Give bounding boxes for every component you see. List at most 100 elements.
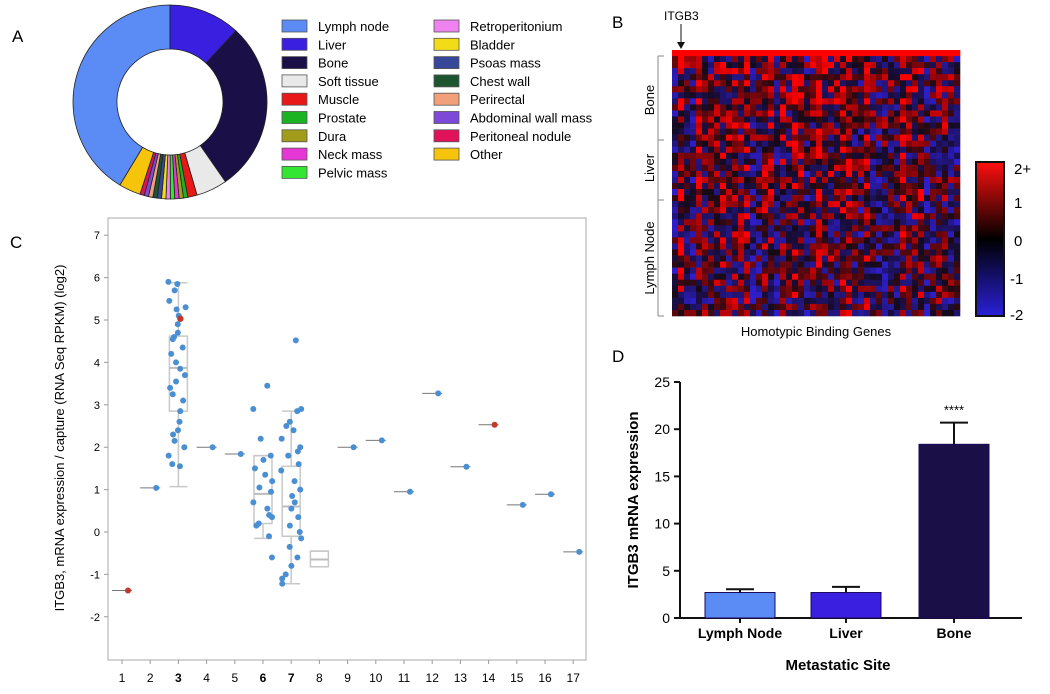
heatmap-cell xyxy=(702,170,709,178)
heatmap-cell xyxy=(822,92,829,99)
heatmap-cell xyxy=(822,116,829,123)
data-point xyxy=(407,488,413,495)
heatmap-cell xyxy=(930,176,937,184)
heatmap-cell xyxy=(840,183,847,190)
heatmap-cell xyxy=(702,158,709,166)
legend-swatch xyxy=(281,56,308,69)
y-tick-label: 15 xyxy=(654,468,670,484)
heatmap-cell xyxy=(864,273,871,281)
heatmap-cell xyxy=(708,86,715,93)
heatmap-cell xyxy=(948,261,955,268)
heatmap-cell xyxy=(786,146,793,154)
heatmap-cell xyxy=(942,80,949,87)
heatmap-cell xyxy=(864,237,871,244)
colorbar-tick-label: 2+ xyxy=(1014,161,1031,178)
heatmap-cell xyxy=(900,303,907,311)
heatmap-cell xyxy=(936,116,943,123)
x-tick-label: 1 xyxy=(119,671,126,685)
heatmap-cell xyxy=(900,128,907,135)
heatmap-cell xyxy=(720,207,727,214)
heatmap-cell xyxy=(690,291,697,299)
heatmap-cell xyxy=(930,122,937,129)
heatmap-cell xyxy=(912,98,919,105)
heatmap-cell xyxy=(726,62,733,69)
heatmap-cell xyxy=(876,140,883,148)
heatmap-cell xyxy=(930,110,937,117)
heatmap-cell xyxy=(816,225,823,232)
heatmap-cell xyxy=(672,291,679,299)
heatmap-cell xyxy=(840,309,847,317)
heatmap-cell xyxy=(816,80,823,87)
heatmap-cell xyxy=(738,267,745,274)
heatmap-cell xyxy=(786,122,793,129)
heatmap-cell xyxy=(906,68,913,75)
heatmap-cell xyxy=(948,80,955,87)
data-point xyxy=(174,329,181,336)
heatmap-cell xyxy=(768,303,775,311)
heatmap-cell xyxy=(768,134,775,141)
heatmap-cell xyxy=(846,68,853,75)
y-tick-label: 0 xyxy=(662,610,670,626)
heatmap-cell xyxy=(810,104,817,111)
heatmap-cell xyxy=(708,219,715,226)
data-point xyxy=(253,522,260,529)
heatmap-cell xyxy=(684,255,691,262)
heatmap-cell xyxy=(822,110,829,117)
heatmap-cell xyxy=(948,62,955,69)
heatmap-cell xyxy=(768,158,775,166)
heatmap-cell xyxy=(750,213,757,220)
heatmap-cell xyxy=(912,249,919,256)
heatmap-cell xyxy=(870,243,877,250)
heatmap-cell xyxy=(726,80,733,87)
heatmap-cell xyxy=(954,195,961,202)
heatmap-cell xyxy=(780,140,787,148)
heatmap-cell xyxy=(840,267,847,274)
heatmap-cell xyxy=(834,80,841,87)
heatmap-cell xyxy=(906,291,913,299)
heatmap-cell xyxy=(846,249,853,256)
heatmap-cell xyxy=(840,303,847,311)
heatmap-cell xyxy=(798,128,805,135)
heatmap-cell xyxy=(720,219,727,226)
heatmap-cell xyxy=(768,261,775,268)
heatmap-cell xyxy=(918,92,925,99)
heatmap-cell xyxy=(876,62,883,69)
heatmap-cell xyxy=(810,170,817,178)
heatmap-cell xyxy=(786,303,793,311)
heatmap-cell xyxy=(954,225,961,232)
heatmap-cell xyxy=(750,255,757,262)
heatmap-cell xyxy=(882,140,889,148)
heatmap-cell xyxy=(768,122,775,129)
y-tick-label: 1 xyxy=(94,485,100,497)
heatmap-cell xyxy=(876,146,883,154)
heatmap-cell xyxy=(882,170,889,178)
heatmap-cell xyxy=(882,128,889,135)
heatmap-cell xyxy=(924,86,931,93)
heatmap-cell xyxy=(786,309,793,317)
heatmap-cell xyxy=(738,303,745,311)
heatmap-cell xyxy=(852,291,859,299)
heatmap-cell xyxy=(702,86,709,93)
heatmap-cell xyxy=(924,213,931,220)
heatmap-cell xyxy=(954,243,961,250)
heatmap-cell xyxy=(726,176,733,184)
heatmap-cell xyxy=(930,128,937,135)
heatmap-cell xyxy=(756,261,763,268)
heatmap-cell xyxy=(822,207,829,214)
heatmap-cell xyxy=(948,213,955,220)
heatmap-cell xyxy=(744,273,751,281)
heatmap-cell xyxy=(786,201,793,208)
heatmap-cell xyxy=(930,249,937,256)
heatmap-cell xyxy=(864,213,871,220)
heatmap-cell xyxy=(894,213,901,220)
heatmap-cell xyxy=(750,291,757,299)
heatmap-cell xyxy=(936,98,943,105)
heatmap-cell xyxy=(936,261,943,268)
heatmap-cell xyxy=(702,140,709,148)
heatmap-cell xyxy=(780,176,787,184)
heatmap-cell xyxy=(912,146,919,154)
heatmap-cell xyxy=(714,86,721,93)
heatmap-cell xyxy=(816,219,823,226)
heatmap-cell xyxy=(822,122,829,129)
heatmap-cell xyxy=(906,98,913,105)
